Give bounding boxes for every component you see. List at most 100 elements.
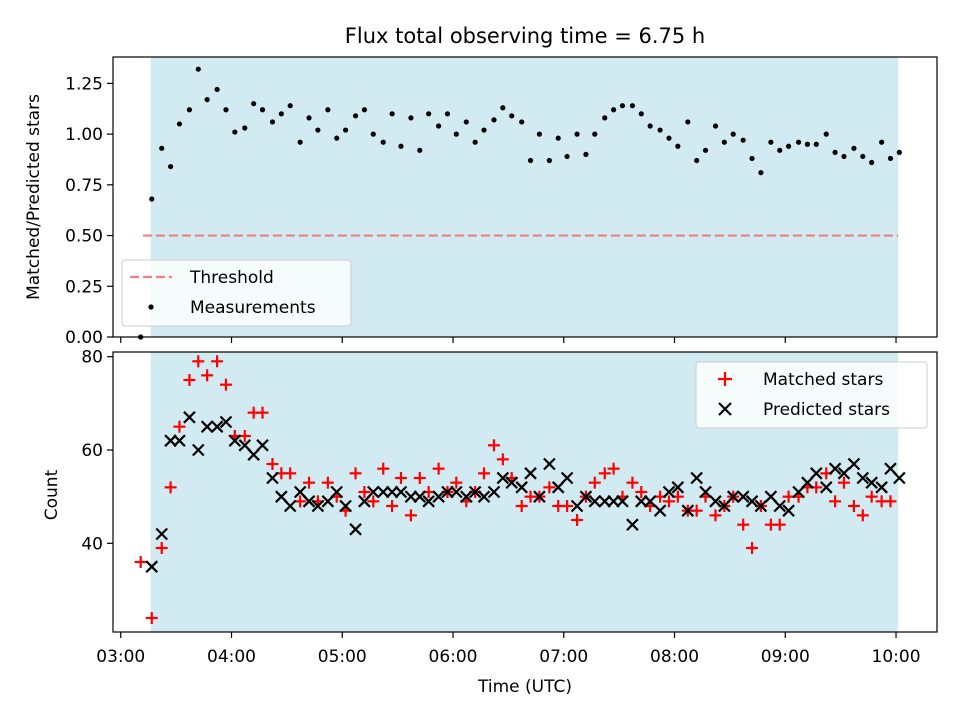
predicted-star-point [192, 443, 205, 457]
top-y-axis-label: Matched/Predicted stars [24, 94, 44, 300]
measurement-point [269, 119, 276, 125]
measurement-point [259, 107, 266, 113]
matched-star-point [413, 472, 426, 484]
measurement-point [657, 127, 663, 133]
matched-star-point [837, 476, 850, 489]
bottom-x-tick-label: 09:00 [761, 647, 810, 667]
top-y-axis: 0.00 0.25 0.50 0.75 1.00 1.25 [65, 74, 113, 348]
measurement-point [214, 86, 220, 93]
predicted-star-point [773, 499, 787, 513]
predicted-star-point [754, 499, 768, 513]
top-y-tick-label: 0.50 [65, 227, 103, 247]
predicted-star-point [616, 495, 629, 508]
legend-measurements-swatch [148, 304, 154, 310]
predicted-star-point [155, 527, 169, 541]
bottom-y-axis-label: Count [42, 469, 62, 520]
predicted-star-point [477, 490, 491, 503]
measurement-point [436, 123, 442, 129]
matched-star-point [635, 486, 648, 498]
measurement-point [242, 125, 248, 131]
matched-star-point [256, 406, 269, 419]
measurement-point [536, 131, 542, 137]
measurement-point [370, 131, 376, 137]
measurement-point [297, 139, 303, 145]
measurement-point [519, 119, 525, 125]
measurement-point [777, 147, 783, 153]
matched-star-point [543, 481, 556, 494]
measurement-point [195, 66, 201, 72]
top-y-tick-label: 0.00 [65, 328, 103, 348]
matched-star-point [134, 556, 147, 568]
predicted-star-point [533, 490, 546, 503]
matched-star-point [219, 378, 232, 391]
measurement-point [851, 145, 857, 151]
predicted-star-point [183, 411, 196, 424]
measurement-point [334, 135, 340, 141]
predicted-star-point [726, 490, 740, 503]
measurement-point [813, 141, 819, 147]
matched-star-point [349, 467, 362, 480]
predicted-star-point [450, 485, 463, 499]
matched-star-point [201, 369, 214, 382]
measurement-point [453, 131, 459, 137]
predicted-star-point [524, 467, 537, 480]
matched-star-point [626, 476, 639, 489]
measurement-point [204, 97, 210, 103]
measurement-point [574, 131, 580, 137]
matched-star-point [432, 462, 445, 475]
measurement-point [666, 135, 672, 141]
bottom-plot-frame [112, 351, 938, 633]
predicted-star-point [671, 481, 685, 494]
predicted-star-point [579, 490, 593, 503]
predicted-star-point [330, 485, 343, 499]
matched-star-point [496, 453, 509, 466]
measurement-point [702, 147, 709, 153]
predicted-star-point [588, 495, 602, 508]
measurement-point [611, 107, 617, 113]
predicted-star-point [266, 471, 279, 485]
predicted-star-point [210, 420, 224, 433]
measurement-point [287, 103, 293, 109]
measurement-point [619, 103, 626, 109]
measurement-point [481, 127, 487, 133]
bottom-legend-box [695, 361, 928, 429]
measurement-point [860, 153, 866, 160]
bottom-y-tick-label: 40 [81, 534, 103, 554]
predicted-star-point [736, 490, 750, 503]
matched-star-point [145, 612, 158, 624]
measurement-point [186, 107, 193, 113]
bottom-x-tick-label: 06:00 [429, 647, 478, 667]
predicted-star-point [173, 434, 186, 447]
measurement-point [417, 147, 423, 153]
matched-star-point [404, 509, 417, 522]
predicted-star-point [366, 485, 380, 499]
predicted-star-point [626, 518, 639, 531]
predicted-star-point [856, 471, 870, 485]
predicted-star-point [847, 457, 861, 471]
measurement-point [444, 111, 451, 117]
predicted-star-point [828, 462, 842, 475]
measurement-point [325, 107, 331, 113]
matched-star-point [884, 495, 897, 508]
measurement-point [555, 135, 561, 141]
top-y-tick-label: 1.00 [65, 125, 103, 145]
measurement-point [472, 139, 478, 145]
measurement-point [602, 115, 608, 121]
predicted-star-point [515, 481, 528, 494]
matched-star-point [515, 500, 528, 512]
matched-star-point [321, 476, 334, 489]
bottom-y-axis: 40 60 80 [81, 348, 113, 554]
measurement-point [176, 121, 183, 127]
measurement-point [730, 131, 736, 137]
predicted-star-point [690, 471, 703, 485]
measurement-point [315, 127, 321, 133]
top-plot-frame [112, 56, 938, 338]
matched-star-point [164, 481, 177, 494]
matched-star-point [856, 509, 869, 522]
matched-star-point [358, 486, 371, 498]
bottom-x-tick-label: 08:00 [650, 647, 699, 667]
measurement-point [712, 123, 719, 129]
matched-star-point [662, 495, 675, 508]
measurement-point [232, 129, 238, 135]
measurement-point [758, 170, 764, 176]
